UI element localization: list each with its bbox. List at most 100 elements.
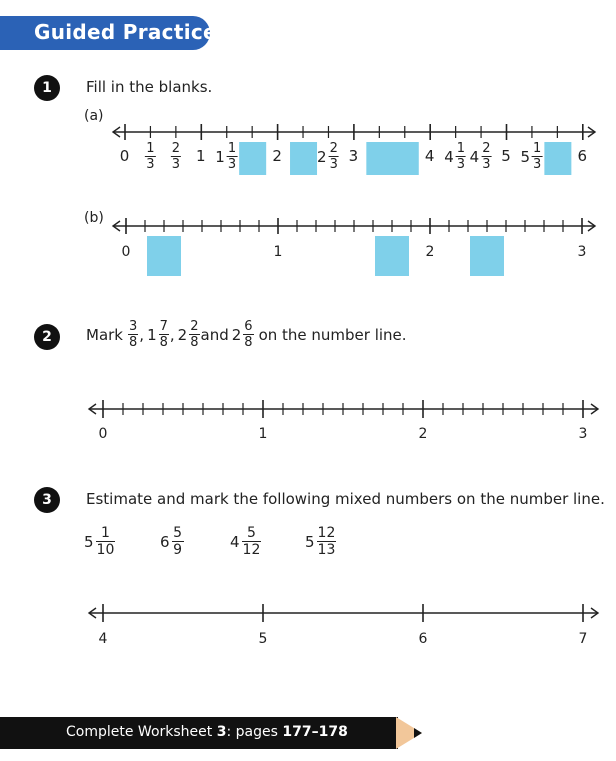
tick-label: 2 <box>425 244 435 260</box>
q2-suffix: on the number line. <box>258 325 407 344</box>
footer-pages: 177–178 <box>282 724 348 740</box>
numerator: 12 <box>317 525 336 541</box>
tick-label: 2 <box>272 147 283 165</box>
whole-part: 5 <box>84 532 94 551</box>
tick-label: 1 <box>273 244 283 260</box>
footer-mid: : pages <box>226 724 283 740</box>
denominator: 8 <box>190 335 199 350</box>
part-a-label: (a) <box>84 108 104 124</box>
whole-part: 2 <box>317 147 327 166</box>
tick-label: 4 <box>425 147 436 165</box>
numerator: 2 <box>171 141 180 156</box>
tick-label: 4 <box>98 631 108 647</box>
footer-prefix: Complete Worksheet <box>66 724 217 740</box>
arrow-left-icon <box>87 403 97 415</box>
numerator: 7 <box>159 319 168 334</box>
whole-part: 4 <box>230 532 240 551</box>
denominator: 3 <box>171 157 180 172</box>
denominator: 3 <box>456 157 466 172</box>
footer-worksheet-number: 3 <box>216 724 227 740</box>
answer-blank-box[interactable] <box>544 142 572 175</box>
answer-blank-box[interactable] <box>375 236 409 276</box>
tick-label: 6 <box>418 631 428 647</box>
number-line-b <box>111 218 597 276</box>
fraction-bar <box>328 156 339 157</box>
denominator: 10 <box>96 542 115 558</box>
fraction-bar <box>189 334 200 335</box>
footer-worksheet-note: Complete Worksheet 3: pages 177–178 <box>66 724 348 740</box>
number-line-2 <box>87 400 600 418</box>
fraction-bar <box>241 541 262 542</box>
tick-label: 5 <box>501 147 512 165</box>
whole-part: 2 <box>231 325 242 344</box>
fraction-bar <box>158 334 169 335</box>
fraction-bar <box>481 156 492 157</box>
numerator: 1 <box>146 141 155 156</box>
denominator: 3 <box>533 157 542 172</box>
whole-part: 5 <box>501 147 511 165</box>
numerator: 6 <box>244 319 253 334</box>
whole-part: 4 <box>469 147 480 166</box>
tick-label: 7 <box>578 631 588 647</box>
tick-label: 3 <box>349 147 360 165</box>
numerator: 1 <box>456 141 466 156</box>
tick-label: 1 <box>196 147 207 165</box>
whole-part: 5 <box>520 147 531 166</box>
answer-blank-box[interactable] <box>290 142 318 175</box>
tick-label: 3 <box>578 426 588 442</box>
whole-part: 0 <box>119 147 130 165</box>
fraction: 12 13 <box>316 525 337 558</box>
separator: , <box>139 325 145 344</box>
arrow-right-icon <box>590 403 600 415</box>
whole-part: 2 <box>272 147 282 165</box>
pencil-tip-icon <box>396 717 422 749</box>
denominator: 9 <box>173 542 182 558</box>
number-line-3 <box>87 604 600 622</box>
arrow-right-icon <box>590 607 600 619</box>
question-3-badge: 3 <box>34 487 60 513</box>
arrow-left-icon <box>111 220 121 232</box>
part-b-label: (b) <box>84 210 104 226</box>
whole-part: 1 <box>196 147 206 165</box>
tick-label: 0 <box>121 244 131 260</box>
mixed-number-item: 5 12 13 <box>305 526 337 557</box>
tick-label: 3 <box>577 244 587 260</box>
whole-part: 4 <box>444 147 454 166</box>
numerator: 2 <box>190 319 199 334</box>
fraction-bar <box>95 541 116 542</box>
fraction-bar <box>455 156 467 157</box>
denominator: 13 <box>317 542 336 558</box>
answer-blank-box[interactable] <box>239 142 267 175</box>
arrow-left-icon <box>87 607 97 619</box>
numerator: 5 <box>173 525 182 541</box>
whole-part: 1 <box>147 325 157 344</box>
denominator: 12 <box>242 542 261 558</box>
separator: and <box>200 325 229 344</box>
answer-blank-box[interactable] <box>147 236 181 276</box>
numerator: 1 <box>227 141 237 156</box>
question-2-badge: 2 <box>34 324 60 350</box>
answer-blank-box[interactable] <box>391 142 419 175</box>
mixed-number-item: 4 5 12 <box>230 526 262 557</box>
answer-blank-box[interactable] <box>470 236 504 276</box>
tick-label: 5 <box>258 631 268 647</box>
footer-banner <box>0 717 398 749</box>
fraction-bar <box>316 541 337 542</box>
denominator: 3 <box>482 157 491 172</box>
arrow-left-icon <box>111 126 121 138</box>
fraction-bar <box>145 156 156 157</box>
answer-blank-box[interactable] <box>366 142 394 175</box>
